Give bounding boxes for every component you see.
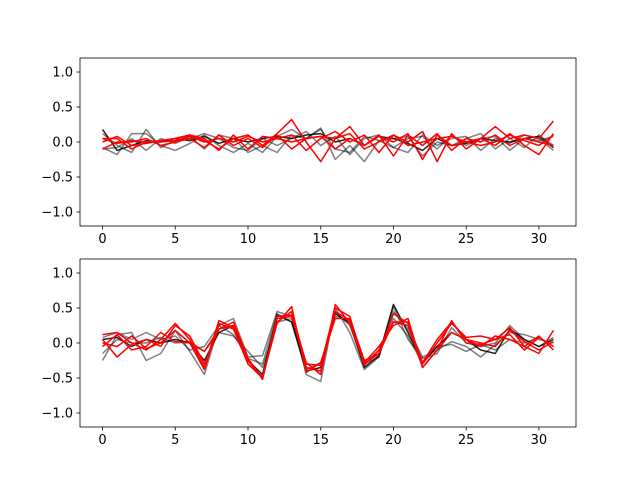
- x-tick-label: 20: [385, 232, 402, 247]
- y-tick-label: −0.5: [41, 372, 73, 387]
- x-tick-label: 30: [531, 232, 548, 247]
- series-line-6: [102, 130, 555, 163]
- y-tick-label: 0.0: [52, 337, 73, 352]
- y-tick-label: 0.5: [52, 101, 73, 116]
- subplot-1: 0 5 10 15 20 25 30 −1.0 −0.5 0.0 0.5 1.0: [41, 57, 577, 247]
- y-tick-label: −0.5: [41, 171, 73, 186]
- x-tick-label: 5: [171, 433, 179, 448]
- y-tick-label: −1.0: [41, 407, 73, 422]
- y-tick-label: 0.0: [52, 136, 73, 151]
- x-tick-label: 5: [171, 232, 179, 247]
- series-group: [101, 303, 555, 383]
- series-group: [101, 118, 555, 163]
- series-line-7: [102, 132, 554, 157]
- y-tick-label: 0.5: [52, 302, 73, 317]
- x-tick-label: 0: [98, 433, 106, 448]
- subplot-2: 0 5 10 15 20 25 30 −1.0 −0.5 0.0 0.5 1.0: [41, 258, 577, 448]
- series-line-6: [101, 307, 554, 379]
- x-tick-label: 0: [98, 232, 106, 247]
- y-tick-label: 1.0: [52, 267, 73, 282]
- series-line-1: [102, 127, 554, 163]
- x-tick-label: 25: [458, 433, 475, 448]
- x-tick-label: 15: [312, 232, 329, 247]
- x-tick-label: 10: [240, 232, 257, 247]
- x-tick-label: 25: [458, 232, 475, 247]
- series-line-8: [102, 310, 554, 381]
- x-tick-label: 15: [312, 433, 329, 448]
- x-tick-label: 20: [385, 433, 402, 448]
- x-tick-label: 10: [240, 433, 257, 448]
- series-line-8: [102, 132, 554, 150]
- y-tick-label: −1.0: [41, 206, 73, 221]
- y-tick-label: 1.0: [52, 66, 73, 81]
- x-tick-label: 30: [531, 433, 548, 448]
- series-line-3: [102, 128, 554, 154]
